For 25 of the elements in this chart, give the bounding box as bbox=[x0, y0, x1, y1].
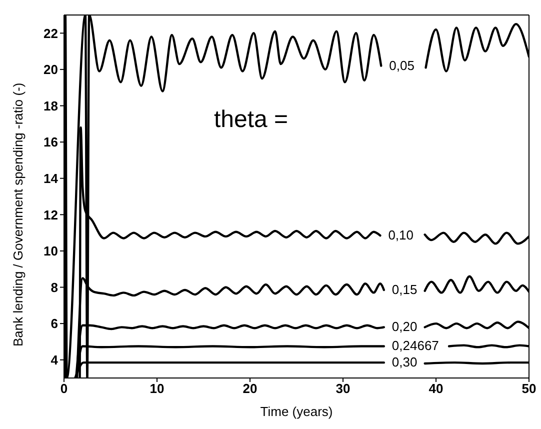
y-tick-label: 12 bbox=[44, 207, 58, 222]
series-label: 0,24667 bbox=[392, 338, 439, 354]
y-tick-label: 10 bbox=[44, 244, 58, 259]
x-tick-label: 20 bbox=[242, 381, 258, 396]
series-label: 0,30 bbox=[392, 354, 418, 370]
y-tick-label: 8 bbox=[50, 280, 58, 295]
x-axis-title: Time (years) bbox=[260, 404, 333, 419]
y-tick-label: 14 bbox=[44, 170, 59, 186]
x-tick-label: 40 bbox=[428, 381, 444, 396]
series-label: 0,20 bbox=[392, 319, 418, 334]
y-tick-label: 4 bbox=[50, 352, 59, 368]
x-tick-label: 50 bbox=[522, 381, 536, 396]
annotation: theta = bbox=[214, 106, 288, 134]
y-axis-title: Bank lending / Government spending -ratio (-) bbox=[10, 82, 26, 346]
x-tick-label: 30 bbox=[336, 381, 350, 396]
y-tick-label: 22 bbox=[44, 26, 58, 41]
y-tick-label: 16 bbox=[44, 134, 58, 150]
series-label: 0,15 bbox=[392, 282, 418, 297]
x-tick-label: 10 bbox=[150, 381, 164, 396]
y-tick-label: 18 bbox=[44, 98, 58, 114]
series-label: 0,05 bbox=[389, 58, 414, 73]
y-tick-label: 6 bbox=[50, 316, 58, 332]
x-tick-label: 0 bbox=[60, 381, 68, 396]
y-tick-label: 20 bbox=[44, 62, 58, 78]
series-label: 0,10 bbox=[388, 228, 414, 243]
